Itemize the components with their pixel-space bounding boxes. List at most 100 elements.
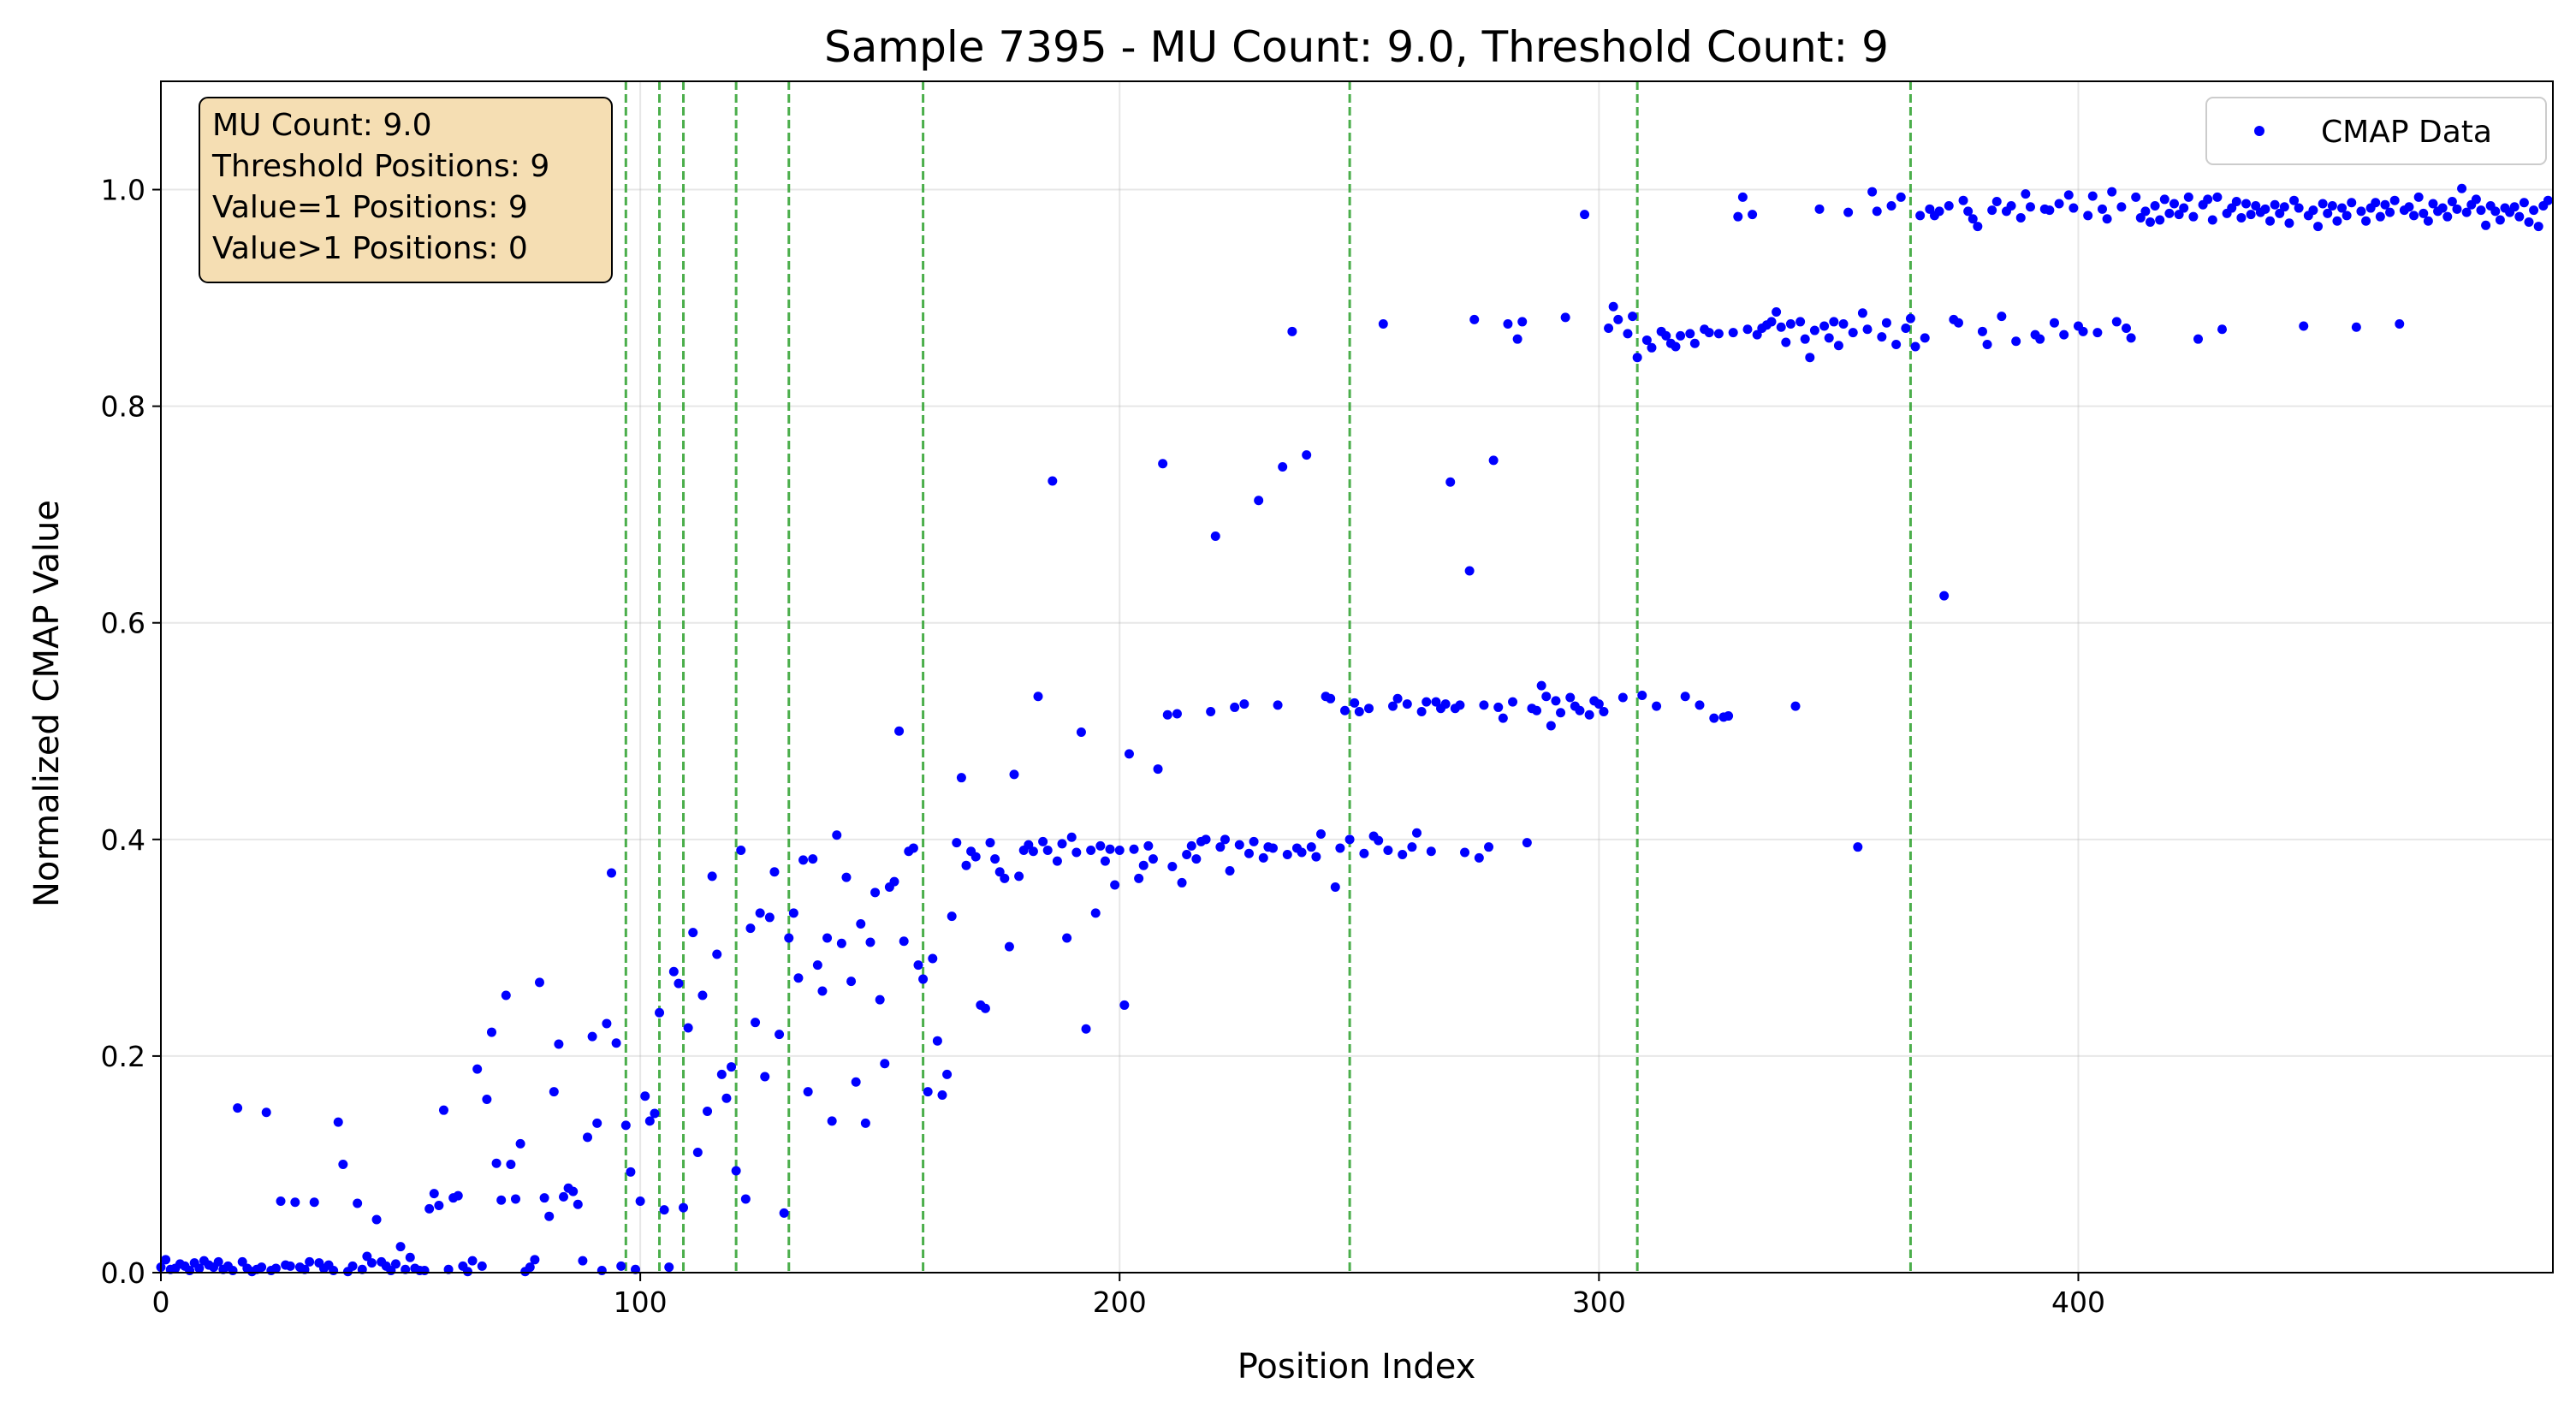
data-point-390 [2025, 202, 2035, 212]
data-point-162 [932, 1036, 942, 1046]
data-point-137 [812, 960, 822, 971]
data-point-30 [300, 1264, 310, 1274]
data-point-433 [2231, 196, 2241, 206]
data-point-364 [1901, 324, 1911, 334]
data-point-477 [2442, 211, 2453, 222]
data-point-181 [1024, 840, 1034, 850]
data-point-172 [980, 1003, 990, 1013]
info-box: MU Count: 9.0 Threshold Positions: 9 Val… [199, 97, 613, 283]
data-point-473 [2423, 216, 2433, 226]
data-point-398 [2063, 190, 2074, 200]
data-point-136 [808, 854, 818, 864]
data-point-15 [228, 1265, 238, 1275]
data-point-387 [2011, 336, 2021, 347]
data-point-288 [1536, 680, 1546, 691]
data-point-416 [2150, 201, 2160, 211]
data-point-89 [583, 1132, 593, 1143]
data-point-378 [1968, 214, 1978, 224]
data-point-413 [2135, 212, 2146, 223]
data-point-41 [353, 1198, 363, 1208]
data-point-190 [1066, 832, 1077, 842]
data-point-255 [1378, 318, 1388, 329]
data-point-323 [1704, 328, 1714, 338]
data-point-430 [2217, 324, 2228, 335]
data-point-309 [1637, 691, 1647, 701]
data-point-457 [2347, 198, 2357, 208]
data-point-396 [2054, 199, 2064, 209]
data-point-242 [1315, 828, 1326, 839]
data-point-280 [1498, 713, 1508, 723]
data-point-188 [1057, 839, 1067, 849]
data-point-371 [1934, 206, 1944, 217]
data-point-73 [506, 1159, 516, 1169]
data-point-311 [1647, 342, 1657, 353]
data-point-235 [1282, 850, 1292, 860]
data-point-358 [1872, 206, 1882, 217]
data-point-436 [2246, 210, 2256, 220]
data-point-174 [990, 854, 1000, 864]
data-point-154 [894, 726, 905, 736]
data-point-122 [740, 1194, 751, 1204]
data-point-229 [1254, 496, 1264, 506]
data-point-408 [2111, 317, 2122, 327]
data-point-86 [568, 1186, 579, 1196]
legend-marker [2254, 126, 2264, 136]
data-point-360 [1881, 318, 1891, 328]
data-point-443 [2279, 202, 2289, 212]
data-point-166 [952, 838, 962, 848]
data-point-221 [1215, 842, 1226, 852]
data-point-153 [889, 876, 899, 887]
data-point-463 [2375, 211, 2385, 222]
chart-title: Sample 7395 - MU Count: 9.0, Threshold C… [824, 22, 1889, 72]
data-point-185 [1042, 845, 1053, 855]
data-point-380 [1977, 326, 1987, 336]
data-point-479 [2452, 204, 2462, 214]
data-point-405 [2097, 204, 2107, 214]
data-point-210 [1162, 709, 1172, 720]
info-box-background [199, 97, 613, 283]
data-point-365 [1905, 313, 1915, 324]
data-point-223 [1225, 866, 1235, 876]
data-point-254 [1374, 835, 1384, 846]
data-point-262 [1412, 828, 1422, 838]
data-point-196 [1095, 840, 1106, 851]
data-point-60 [443, 1264, 454, 1274]
data-point-119 [727, 1062, 737, 1072]
data-point-195 [1090, 908, 1101, 918]
data-point-207 [1148, 854, 1158, 864]
data-point-107 [668, 966, 679, 977]
data-point-145 [851, 1077, 861, 1087]
data-point-230 [1258, 852, 1268, 863]
data-point-90 [587, 1031, 597, 1042]
data-point-218 [1201, 834, 1211, 845]
data-point-79 [534, 977, 544, 988]
data-point-271 [1455, 700, 1465, 710]
data-point-106 [664, 1262, 674, 1273]
data-point-321 [1695, 700, 1705, 710]
data-point-173 [985, 838, 995, 848]
data-point-278 [1488, 455, 1499, 466]
data-point-74 [510, 1194, 520, 1204]
y-axis-label: Normalized CMAP Value [27, 500, 67, 907]
data-point-336 [1766, 317, 1777, 327]
data-point-250 [1354, 706, 1364, 716]
data-point-352 [1843, 207, 1854, 217]
data-point-170 [970, 852, 981, 862]
data-point-233 [1273, 700, 1283, 710]
data-point-421 [2174, 210, 2184, 220]
data-point-127 [764, 912, 775, 923]
data-point-51 [401, 1264, 411, 1274]
data-point-95 [611, 1038, 621, 1048]
x-axis-ticks: 0 100 200 300 400 [152, 1273, 2105, 1319]
data-point-8 [194, 1263, 205, 1273]
data-point-346 [1814, 204, 1825, 214]
data-point-372 [1939, 591, 1950, 601]
data-point-409 [2116, 202, 2127, 212]
info-line-value-gt-1: Value>1 Positions: 0 [212, 231, 528, 266]
data-point-64 [462, 1267, 472, 1277]
data-point-373 [1944, 201, 1954, 211]
data-point-187 [1052, 856, 1062, 866]
data-point-481 [2461, 207, 2472, 217]
data-point-22 [261, 1107, 271, 1118]
data-point-425 [2193, 334, 2204, 344]
